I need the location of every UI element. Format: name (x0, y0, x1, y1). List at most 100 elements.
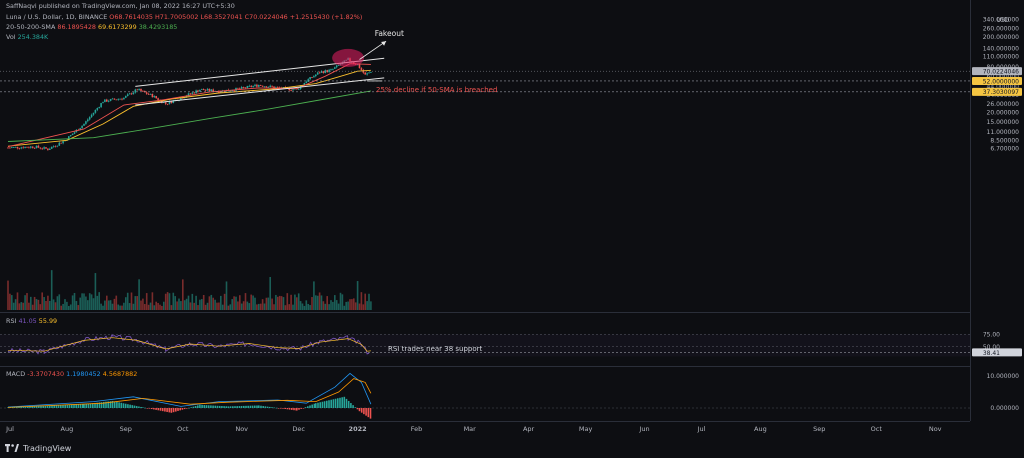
rsi-value-badge: 38.41 (983, 350, 1000, 357)
candle (164, 102, 167, 104)
volume-bar (356, 281, 359, 310)
candle (69, 135, 72, 137)
macd-histogram-bar (73, 404, 75, 408)
symbol-label[interactable]: Luna / U.S. Dollar, 1D, BINANCE (6, 13, 108, 21)
time-tick-label: Sep (813, 425, 825, 433)
volume-bar (220, 295, 222, 310)
ohlc-line: Luna / U.S. Dollar, 1D, BINANCE O68.7614… (6, 13, 362, 21)
macd-histogram-bar (256, 405, 258, 408)
candle (204, 90, 207, 91)
macd-histogram-bar (207, 405, 210, 408)
macd-histogram-bar (85, 403, 87, 408)
candle (166, 103, 169, 105)
macd-histogram-bar (92, 403, 94, 408)
sma20-line (7, 63, 371, 148)
macd-legend[interactable]: MACD -3.3707430 1.1980452 4.5687882 (6, 370, 137, 378)
volume-bar (335, 300, 338, 310)
macd-histogram-bar (307, 406, 309, 408)
sma-legend[interactable]: 20-50-200-SMA 86.1895428 69.6173299 38.4… (6, 23, 177, 31)
macd-value-1: -3.3707430 (27, 370, 65, 378)
volume-bar (176, 301, 178, 310)
candle (11, 147, 13, 149)
candle (62, 141, 64, 144)
macd-histogram-bar (127, 404, 129, 408)
macd-histogram-bar (323, 401, 326, 408)
volume-bar (185, 298, 188, 310)
price-tick-label: 8.500000 (990, 138, 1019, 145)
volume-bar (128, 303, 131, 310)
macd-histogram-bar (175, 408, 177, 412)
volume-bar (157, 302, 159, 310)
macd-histogram-bar (225, 406, 228, 408)
macd-histogram-bar (177, 408, 179, 411)
candle (102, 102, 104, 104)
macd-histogram-bar (194, 406, 197, 408)
macd-histogram-bar (197, 405, 199, 408)
candle (273, 86, 275, 89)
candle (41, 148, 43, 150)
candle (212, 89, 214, 92)
macd-histogram-bar (236, 406, 238, 408)
candle (261, 85, 264, 87)
macd-histogram-bar (330, 399, 332, 408)
macd-histogram-bar (212, 405, 214, 408)
rsi-legend[interactable]: RSI 41.05 55.99 (6, 317, 57, 325)
sma200-value: 38.4293185 (138, 23, 178, 31)
macd-histogram-bar (298, 408, 300, 410)
candle (170, 101, 173, 103)
candle (104, 99, 106, 103)
volume-bar (254, 297, 256, 310)
volume-bar (252, 295, 254, 310)
candle (73, 132, 76, 134)
candle (277, 87, 279, 89)
drawings-layer: Fakeout 25% decline if 50-SMA is breached (0, 29, 970, 106)
time-tick-label: Nov (929, 425, 942, 433)
volume-bar (98, 292, 100, 310)
candle (366, 73, 368, 75)
volume-bar (125, 297, 127, 310)
macd-histogram-bar (363, 408, 365, 415)
volume-bar (313, 281, 315, 310)
candle (142, 90, 144, 92)
candle (12, 146, 15, 148)
volume-bar (330, 300, 332, 310)
volume-bar (353, 298, 355, 310)
volume-bar (250, 294, 252, 310)
macd-histogram-bar (82, 404, 84, 408)
volume-bar (208, 296, 211, 310)
candle (248, 85, 251, 87)
macd-histogram-bar (159, 408, 162, 411)
volume-bar (292, 304, 294, 310)
volume-bar (360, 292, 363, 310)
macd-histogram-bar (365, 408, 367, 416)
candle (79, 128, 81, 131)
volume-bar (218, 302, 220, 310)
candle (98, 107, 100, 109)
macd-histogram-bar (116, 401, 118, 408)
volume-bar (286, 293, 289, 310)
candle (237, 87, 239, 89)
candle (43, 147, 45, 149)
macd-histogram-bar (350, 403, 352, 408)
macd-histogram-bar (103, 401, 105, 408)
volume-bar (288, 304, 290, 310)
volume-bar (30, 296, 32, 310)
tradingview-icon (5, 444, 19, 452)
time-tick-label: Jul (697, 425, 706, 433)
macd-histogram-bar (124, 403, 127, 408)
rsi-band (0, 334, 970, 357)
vol-legend[interactable]: Vol 254.384K (6, 33, 48, 41)
macd-histogram-bar (300, 408, 302, 409)
volume-bar (316, 295, 319, 310)
volume-bar (26, 293, 28, 310)
vol-value: 254.384K (17, 33, 49, 41)
macd-histogram-bar (313, 403, 316, 408)
volume-bar (134, 296, 137, 310)
macd-histogram-bar (96, 402, 98, 408)
macd-histogram-bar (315, 403, 317, 408)
candle (123, 97, 125, 100)
tradingview-logo[interactable]: TradingView (5, 444, 71, 453)
candle (47, 148, 49, 150)
macd-value-2: 1.1980452 (66, 370, 101, 378)
